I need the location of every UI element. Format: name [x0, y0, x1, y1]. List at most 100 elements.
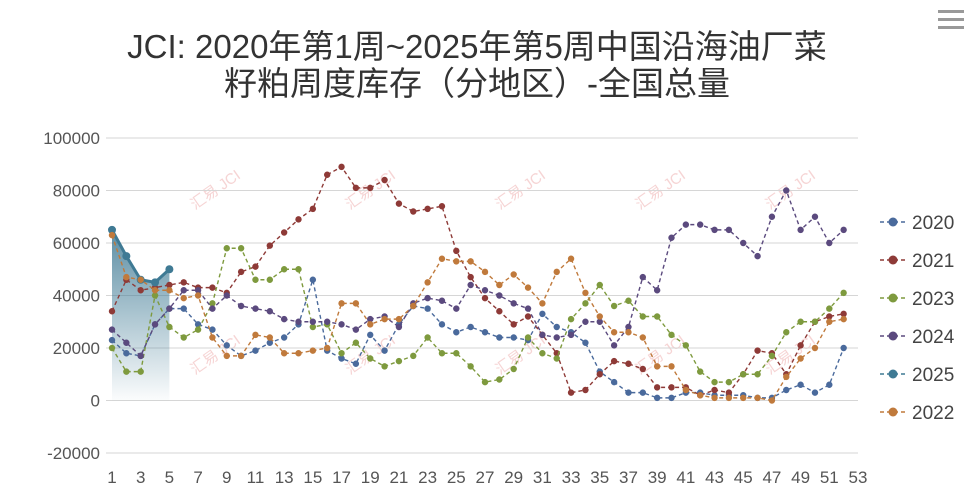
data-point[interactable]: [252, 276, 259, 283]
data-point[interactable]: [567, 315, 575, 323]
legend-item-2022[interactable]: 2022: [880, 403, 954, 424]
data-point[interactable]: [223, 352, 230, 360]
data-point[interactable]: [338, 300, 345, 307]
data-point[interactable]: [252, 347, 259, 354]
data-point[interactable]: [223, 245, 230, 252]
menu-icon[interactable]: [936, 6, 966, 32]
data-point[interactable]: [797, 318, 804, 325]
data-point[interactable]: [582, 300, 589, 307]
data-point[interactable]: [481, 378, 489, 386]
data-point[interactable]: [323, 318, 331, 325]
data-point[interactable]: [410, 302, 417, 310]
data-point[interactable]: [309, 347, 317, 354]
data-point[interactable]: [209, 300, 216, 307]
data-point[interactable]: [166, 323, 173, 331]
legend-item-2023[interactable]: 2023: [880, 289, 954, 310]
data-point[interactable]: [653, 313, 661, 320]
data-point[interactable]: [783, 187, 790, 194]
data-point[interactable]: [395, 357, 403, 365]
data-point[interactable]: [826, 305, 833, 312]
data-point[interactable]: [682, 221, 690, 228]
data-point[interactable]: [567, 331, 575, 339]
data-point[interactable]: [754, 371, 761, 378]
data-point[interactable]: [740, 371, 747, 378]
data-point[interactable]: [381, 176, 388, 184]
data-point[interactable]: [811, 389, 819, 396]
data-point[interactable]: [653, 394, 661, 402]
data-point[interactable]: [280, 315, 288, 323]
data-point[interactable]: [453, 258, 460, 265]
data-point[interactable]: [266, 339, 274, 346]
data-point[interactable]: [424, 279, 431, 286]
data-point[interactable]: [682, 386, 690, 394]
data-point[interactable]: [453, 305, 460, 312]
data-point[interactable]: [323, 171, 331, 178]
data-point[interactable]: [453, 350, 460, 357]
data-point[interactable]: [438, 297, 446, 304]
data-point[interactable]: [309, 276, 317, 283]
data-point[interactable]: [510, 321, 517, 328]
data-point[interactable]: [137, 368, 144, 375]
data-point[interactable]: [165, 265, 174, 274]
data-point[interactable]: [783, 386, 790, 394]
data-point[interactable]: [309, 318, 317, 325]
data-point[interactable]: [582, 386, 589, 394]
data-point[interactable]: [740, 239, 747, 247]
data-point[interactable]: [424, 294, 431, 302]
data-point[interactable]: [539, 300, 546, 307]
legend-item-2024[interactable]: 2024: [880, 327, 955, 348]
data-point[interactable]: [826, 318, 833, 325]
data-point[interactable]: [510, 365, 517, 373]
data-point[interactable]: [711, 386, 718, 394]
data-point[interactable]: [151, 287, 159, 294]
legend-item-2020[interactable]: 2020: [880, 213, 954, 234]
data-point[interactable]: [840, 315, 847, 323]
data-point[interactable]: [696, 368, 704, 375]
data-point[interactable]: [166, 305, 173, 312]
data-point[interactable]: [496, 334, 503, 341]
data-point[interactable]: [424, 305, 431, 312]
data-point[interactable]: [122, 252, 131, 261]
data-point[interactable]: [639, 273, 647, 281]
data-point[interactable]: [237, 268, 245, 276]
data-point[interactable]: [481, 329, 489, 336]
data-point[interactable]: [309, 205, 317, 213]
data-point[interactable]: [539, 310, 546, 318]
data-point[interactable]: [209, 326, 216, 333]
data-point[interactable]: [754, 347, 761, 354]
data-point[interactable]: [524, 313, 532, 320]
data-point[interactable]: [582, 339, 589, 346]
data-point[interactable]: [367, 321, 374, 328]
data-point[interactable]: [280, 266, 288, 273]
data-point[interactable]: [467, 273, 474, 281]
data-point[interactable]: [625, 323, 632, 331]
data-point[interactable]: [668, 331, 675, 339]
data-point[interactable]: [668, 394, 675, 402]
data-point[interactable]: [166, 287, 173, 294]
data-point[interactable]: [108, 225, 116, 234]
data-point[interactable]: [381, 315, 388, 323]
data-point[interactable]: [524, 305, 532, 312]
legend-item-2025[interactable]: 2025: [880, 365, 954, 386]
data-point[interactable]: [510, 334, 517, 341]
data-point[interactable]: [754, 394, 761, 402]
data-point[interactable]: [381, 363, 388, 370]
data-point[interactable]: [180, 294, 187, 302]
data-point[interactable]: [610, 302, 618, 310]
data-point[interactable]: [725, 389, 733, 396]
data-point[interactable]: [567, 255, 575, 262]
data-point[interactable]: [481, 287, 489, 294]
data-point[interactable]: [209, 284, 216, 291]
data-point[interactable]: [668, 363, 675, 370]
data-point[interactable]: [711, 378, 718, 386]
data-point[interactable]: [768, 352, 776, 360]
data-point[interactable]: [768, 213, 776, 220]
data-point[interactable]: [496, 292, 503, 299]
data-point[interactable]: [367, 184, 374, 192]
data-point[interactable]: [725, 394, 733, 402]
data-point[interactable]: [252, 305, 259, 312]
data-point[interactable]: [352, 360, 360, 367]
data-point[interactable]: [194, 292, 202, 299]
data-point[interactable]: [539, 331, 546, 339]
data-point[interactable]: [740, 394, 747, 402]
